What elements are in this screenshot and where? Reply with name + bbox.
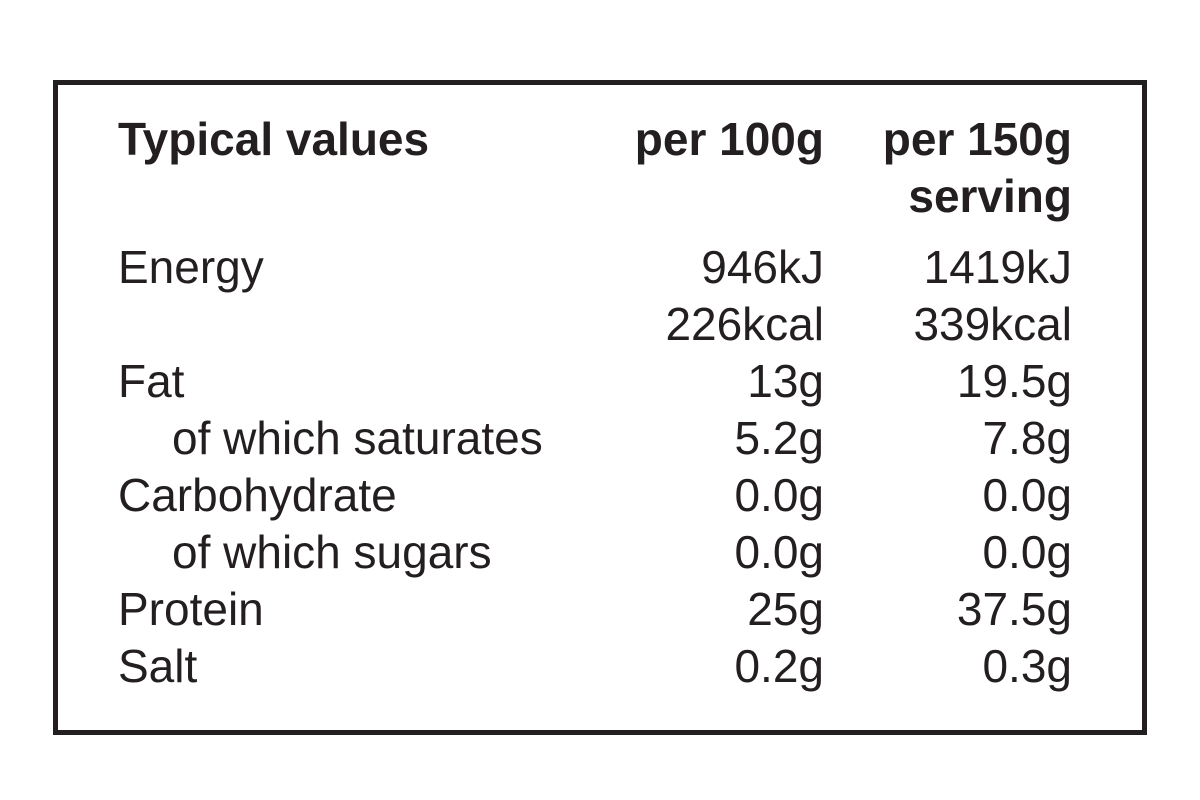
row-protein: Protein 25g 37.5g — [118, 581, 1072, 638]
value-per-100g: 226kcal — [665, 298, 824, 350]
header-per-150g-line1: per 150g — [882, 113, 1072, 165]
header-per-150g-line2: serving — [908, 170, 1072, 222]
value-per-150g: 1419kJ — [923, 241, 1072, 293]
value-per-100g: 25g — [747, 583, 824, 635]
value-per-100g: 946kJ — [701, 241, 824, 293]
row-energy-kcal: 226kcal 339kcal — [118, 296, 1072, 353]
value-per-150g: 0.0g — [982, 469, 1072, 521]
header-per-100g: per 100g — [634, 113, 824, 165]
row-salt: Salt 0.2g 0.3g — [118, 638, 1072, 695]
value-per-150g: 7.8g — [982, 412, 1072, 464]
nutrient-name: Salt — [118, 640, 198, 692]
value-per-150g: 339kcal — [913, 298, 1072, 350]
header-per-150g-serving: per 150g serving — [824, 111, 1072, 225]
nutrient-name: Protein — [118, 583, 264, 635]
value-per-100g: 5.2g — [734, 412, 824, 464]
nutrient-name — [118, 296, 609, 353]
row-energy: Energy 946kJ 1419kJ — [118, 225, 1072, 296]
value-per-150g: 0.0g — [982, 526, 1072, 578]
value-per-100g: 0.2g — [734, 640, 824, 692]
row-carbohydrate: Carbohydrate 0.0g 0.0g — [118, 467, 1072, 524]
value-per-100g: 13g — [747, 355, 824, 407]
header-typical-values: Typical values — [118, 113, 430, 165]
value-per-100g: 0.0g — [734, 526, 824, 578]
value-per-150g: 0.3g — [982, 640, 1072, 692]
value-per-100g: 0.0g — [734, 469, 824, 521]
nutrient-name: of which sugars — [172, 526, 492, 578]
header-row: Typical values per 100g per 150g serving — [118, 111, 1072, 225]
nutrient-name: Carbohydrate — [118, 469, 397, 521]
nutrition-label-box: Typical values per 100g per 150g serving… — [53, 80, 1147, 735]
nutrition-table: Typical values per 100g per 150g serving… — [118, 111, 1072, 695]
nutrient-name: of which saturates — [172, 412, 543, 464]
row-fat: Fat 13g 19.5g — [118, 353, 1072, 410]
nutrient-name: Fat — [118, 355, 185, 407]
row-of-which-sugars: of which sugars 0.0g 0.0g — [118, 524, 1072, 581]
nutrient-name: Energy — [118, 241, 264, 293]
value-per-150g: 19.5g — [956, 355, 1072, 407]
value-per-150g: 37.5g — [956, 583, 1072, 635]
row-of-which-saturates: of which saturates 5.2g 7.8g — [118, 410, 1072, 467]
